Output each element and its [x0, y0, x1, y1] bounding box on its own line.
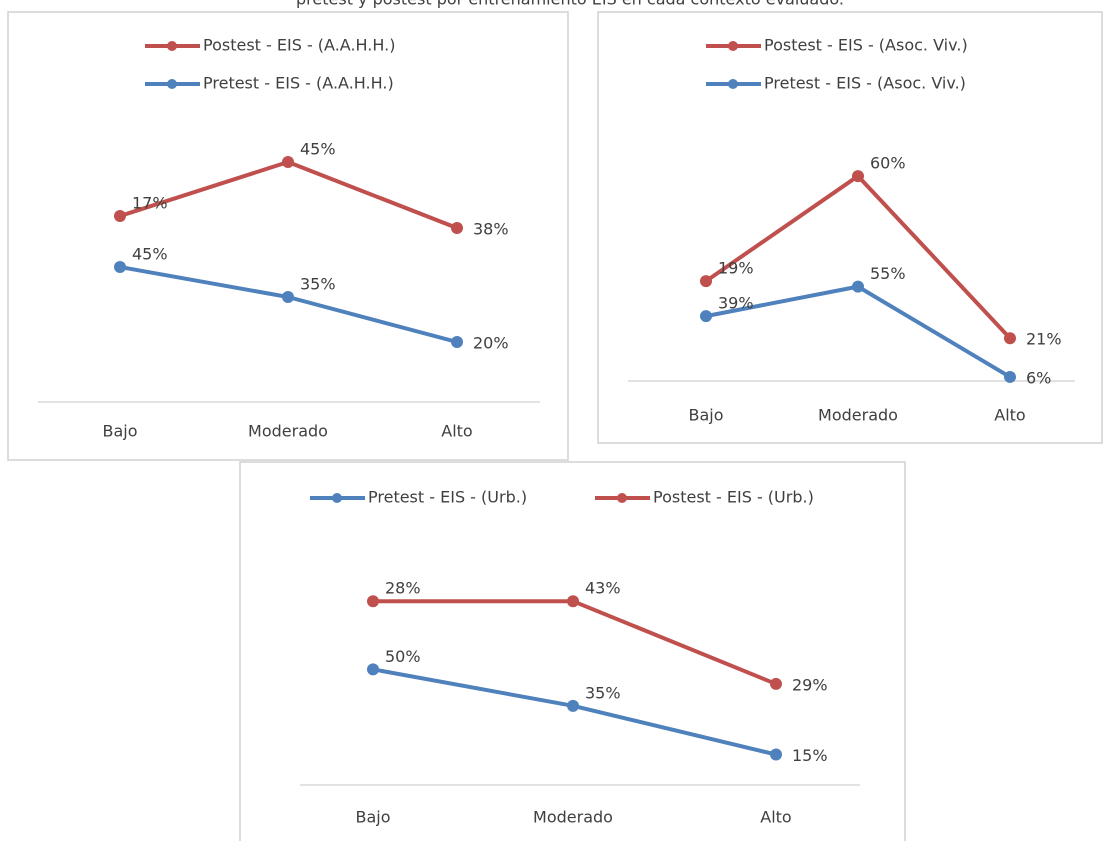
data-point	[1004, 370, 1016, 383]
data-label: 55%	[870, 264, 906, 283]
x-tick-label: Bajo	[102, 422, 137, 441]
data-point	[567, 699, 579, 712]
data-point	[700, 310, 712, 323]
data-point	[700, 275, 712, 288]
data-label: 45%	[300, 140, 336, 159]
legend-label: Postest - EIS - (Asoc. Viv.)	[764, 36, 968, 55]
data-point	[451, 336, 463, 348]
data-label: 45%	[132, 245, 168, 264]
x-tick-label: Bajo	[355, 808, 390, 827]
x-tick-label: Moderado	[818, 406, 898, 425]
data-label: 28%	[385, 579, 421, 598]
legend-label: Pretest - EIS - (Urb.)	[368, 488, 527, 507]
data-point	[567, 595, 579, 608]
x-tick-label: Alto	[441, 422, 472, 441]
data-point	[367, 595, 379, 608]
data-label: 60%	[870, 154, 906, 173]
data-point	[114, 210, 126, 222]
legend-marker	[728, 79, 738, 89]
x-tick-label: Moderado	[533, 808, 613, 827]
data-point	[770, 677, 782, 690]
data-point	[852, 280, 864, 293]
data-label: 17%	[132, 194, 168, 213]
x-tick-label: Bajo	[688, 406, 723, 425]
chart-frame	[239, 461, 906, 841]
legend-label: Postest - EIS - (Urb.)	[653, 488, 814, 507]
data-point	[852, 170, 864, 183]
legend-label: Postest - EIS - (A.A.H.H.)	[203, 36, 395, 55]
chart-frame	[7, 11, 569, 461]
data-point	[367, 663, 379, 676]
legend-label: Pretest - EIS - (Asoc. Viv.)	[764, 74, 966, 93]
data-point	[114, 261, 126, 273]
data-label: 21%	[1026, 330, 1062, 349]
data-point	[770, 748, 782, 761]
data-label: 20%	[473, 334, 509, 353]
data-point	[282, 156, 294, 168]
figure-title: pretest y postest por entrenamiento EIS …	[296, 0, 844, 9]
data-point	[1004, 332, 1016, 345]
data-label: 38%	[473, 220, 509, 239]
data-label: 29%	[792, 675, 828, 694]
legend-marker	[728, 41, 738, 51]
legend-marker	[332, 493, 342, 503]
chart-frame	[597, 11, 1103, 444]
data-label: 39%	[718, 294, 754, 313]
legend-marker	[167, 41, 177, 51]
x-tick-label: Moderado	[248, 422, 328, 441]
data-label: 35%	[585, 683, 621, 702]
data-label: 43%	[585, 579, 621, 598]
data-point	[451, 222, 463, 234]
legend-label: Pretest - EIS - (A.A.H.H.)	[203, 74, 394, 93]
data-label: 6%	[1026, 368, 1051, 387]
data-label: 50%	[385, 647, 421, 666]
data-point	[282, 291, 294, 303]
data-label: 19%	[718, 259, 754, 278]
x-tick-label: Alto	[994, 406, 1025, 425]
data-label: 35%	[300, 275, 336, 294]
legend-marker	[617, 493, 627, 503]
data-label: 15%	[792, 746, 828, 765]
x-tick-label: Alto	[760, 808, 791, 827]
legend-marker	[167, 79, 177, 89]
